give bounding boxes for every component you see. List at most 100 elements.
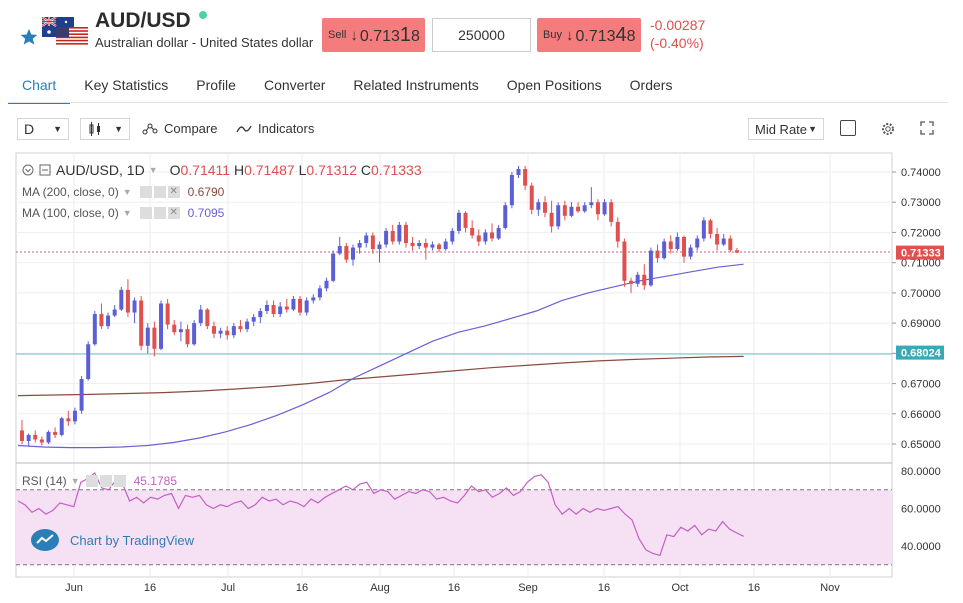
settings-icon[interactable] bbox=[153, 186, 166, 198]
sell-button[interactable]: Sell ↓ 0.71318 bbox=[322, 18, 425, 52]
candle-body bbox=[251, 317, 256, 322]
eye-icon[interactable] bbox=[139, 186, 152, 198]
legend-title: AUD/USD, 1D bbox=[56, 162, 145, 178]
legend-c-label: C bbox=[360, 162, 372, 178]
candle-body bbox=[635, 274, 640, 284]
eye-icon[interactable] bbox=[139, 207, 152, 219]
ma200-polyline bbox=[17, 355, 744, 397]
candle-body bbox=[410, 243, 415, 247]
tab-open-positions[interactable]: Open Positions bbox=[506, 77, 602, 93]
close-icon[interactable]: ✕ bbox=[167, 207, 180, 219]
fullscreen-checkbox[interactable] bbox=[840, 120, 856, 136]
legend-h-label: H bbox=[233, 162, 245, 178]
change-percent: (-0.40%) bbox=[650, 35, 704, 51]
expand-icon[interactable] bbox=[920, 121, 934, 135]
candle-body bbox=[218, 330, 223, 334]
candles bbox=[20, 165, 739, 446]
gear-icon[interactable] bbox=[880, 121, 896, 137]
candle-body bbox=[185, 329, 190, 345]
candle-body bbox=[377, 244, 382, 250]
ma100-line bbox=[17, 263, 744, 449]
price-chart[interactable]: 0.74000 0.73000 0.72000 0.71000 0.70000 0.690… bbox=[0, 150, 963, 603]
candle-body bbox=[139, 300, 144, 346]
compare-button[interactable]: Compare bbox=[142, 121, 217, 136]
close-icon[interactable] bbox=[113, 475, 126, 487]
collapse-icon[interactable] bbox=[22, 164, 34, 176]
instrument-full-name: Australian dollar - United States dollar bbox=[95, 35, 314, 50]
candle-body bbox=[668, 241, 673, 250]
hide-icon[interactable] bbox=[39, 164, 51, 176]
star-icon[interactable] bbox=[20, 28, 38, 46]
legend-ohlc: O0.71411 H0.71487 L0.71312 C0.71333 bbox=[170, 162, 422, 178]
candle-body bbox=[271, 304, 276, 315]
tab-converter[interactable]: Converter bbox=[263, 77, 326, 93]
caret-down-icon: ▼ bbox=[808, 124, 817, 134]
candle-body bbox=[576, 206, 581, 212]
rsi-label: RSI (14) bbox=[22, 474, 67, 488]
candle-body bbox=[192, 323, 197, 345]
indicators-button[interactable]: Indicators bbox=[236, 121, 314, 136]
candle-body bbox=[582, 205, 587, 212]
buy-button[interactable]: Buy ↓ 0.71348 bbox=[537, 18, 641, 52]
price-tick-label: 0.70000 bbox=[901, 288, 941, 300]
close-icon[interactable]: ✕ bbox=[167, 186, 180, 198]
candle-body bbox=[264, 304, 269, 312]
quantity-input[interactable]: 250000 bbox=[432, 18, 531, 52]
ohlc-legend: AUD/USD, 1D ▼ O0.71411 H0.71487 L0.71312… bbox=[22, 162, 422, 178]
tradingview-badge[interactable]: Chart by TradingView bbox=[30, 528, 194, 552]
candle-body bbox=[178, 329, 183, 333]
candle-body bbox=[622, 241, 627, 281]
candle-body bbox=[648, 250, 653, 286]
chart-type-select[interactable]: ▼ bbox=[80, 118, 130, 140]
candle-body bbox=[79, 379, 84, 411]
candle-body bbox=[145, 327, 150, 346]
tab-divider bbox=[8, 102, 948, 103]
time-tick-label: 16 bbox=[598, 582, 610, 594]
candle-body bbox=[721, 238, 726, 245]
tab-related-instruments[interactable]: Related Instruments bbox=[353, 77, 479, 93]
candle-body bbox=[284, 306, 289, 310]
settings-icon[interactable] bbox=[99, 475, 112, 487]
time-tick-label: Aug bbox=[370, 582, 390, 594]
candle-body bbox=[549, 212, 554, 227]
time-tick-label: 16 bbox=[448, 582, 460, 594]
market-status-dot bbox=[199, 11, 207, 19]
candle-body bbox=[344, 246, 349, 260]
candle-body bbox=[20, 430, 24, 441]
tradingview-label: Chart by TradingView bbox=[70, 532, 195, 548]
candle-body bbox=[437, 244, 442, 250]
tab-orders[interactable]: Orders bbox=[629, 77, 673, 93]
candle-body bbox=[715, 233, 720, 245]
eye-icon[interactable] bbox=[85, 475, 98, 487]
candle-body bbox=[311, 297, 316, 301]
candle-body bbox=[701, 220, 706, 239]
tab-key-statistics[interactable]: Key Statistics bbox=[84, 77, 169, 93]
candle-body bbox=[397, 224, 402, 242]
candle-body bbox=[159, 303, 164, 349]
buy-price-tail: 8 bbox=[626, 27, 636, 45]
price-type-select[interactable]: Mid Rate ▼ bbox=[748, 118, 824, 140]
price-tag-bg bbox=[896, 345, 944, 360]
price-axis: 0.74000 0.73000 0.72000 0.71000 0.70000 0.690… bbox=[892, 167, 941, 451]
interval-select[interactable]: D ▼ bbox=[17, 118, 69, 140]
time-tick-label: Jul bbox=[221, 582, 235, 594]
candle-body bbox=[734, 250, 739, 253]
candle-body bbox=[211, 326, 216, 334]
candle-body bbox=[86, 344, 91, 380]
tab-chart[interactable]: Chart bbox=[8, 70, 71, 104]
candle-body bbox=[417, 243, 422, 247]
sell-label: Sell bbox=[328, 29, 347, 41]
candle-body bbox=[629, 280, 634, 284]
price-tags: 0.71333 0.68024 bbox=[896, 245, 944, 360]
candle-body bbox=[496, 227, 501, 239]
candle-body bbox=[324, 280, 329, 289]
tab-profile[interactable]: Profile bbox=[196, 77, 236, 93]
rsi-legend: RSI (14) ▼ 45.1785 bbox=[22, 474, 177, 488]
candle-body bbox=[92, 314, 97, 345]
candle-body bbox=[655, 250, 660, 259]
ma100-polyline bbox=[17, 263, 744, 449]
candle-body bbox=[106, 315, 111, 327]
candle-body bbox=[728, 238, 733, 251]
settings-icon[interactable] bbox=[153, 207, 166, 219]
change-absolute: -0.00287 bbox=[650, 17, 706, 33]
